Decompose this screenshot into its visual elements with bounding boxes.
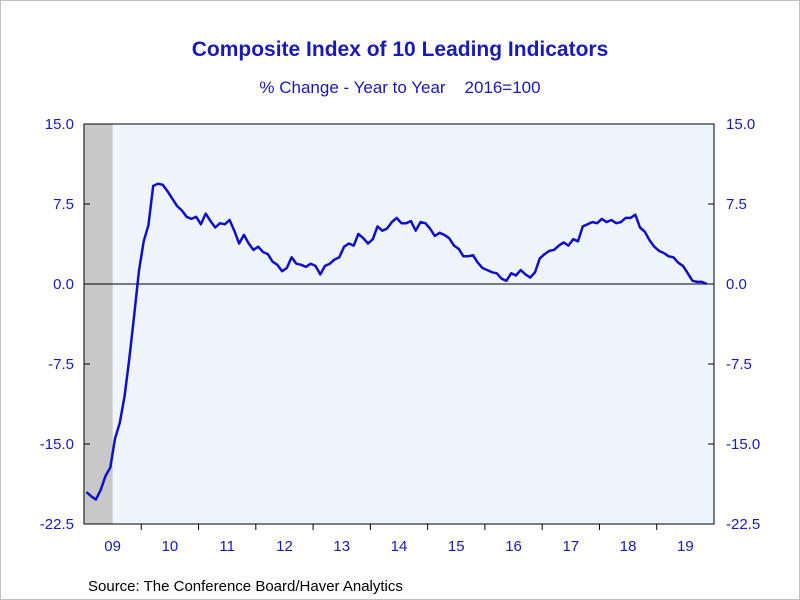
- series-line: [85, 182, 708, 501]
- x-tick-label: 12: [276, 538, 293, 555]
- y-tick-label-right: -7.5: [726, 356, 752, 373]
- y-tick-label-right: 0.0: [726, 276, 747, 293]
- x-tick-label: 16: [505, 538, 522, 555]
- y-tick-label-left: 7.5: [53, 196, 74, 213]
- x-tick-label: 18: [620, 538, 637, 555]
- x-tick-label: 15: [448, 538, 465, 555]
- y-tick-label-left: -22.5: [40, 516, 74, 533]
- y-tick-label-right: 15.0: [726, 116, 755, 133]
- x-tick-label: 19: [677, 538, 694, 555]
- plot-border: [83, 123, 715, 525]
- y-tick-label-left: 15.0: [45, 116, 74, 133]
- chart-title: Composite Index of 10 Leading Indicators: [191, 38, 609, 61]
- x-tick-label: 11: [219, 538, 235, 555]
- recession-shading: [84, 124, 113, 524]
- y-tick-label-left: 0.0: [53, 276, 74, 293]
- chart-subtitle: % Change - Year to Year 2016=100: [259, 78, 541, 97]
- x-tick-label: 09: [104, 538, 121, 555]
- x-tick-label: 17: [562, 538, 579, 555]
- y-tick-label-right: -22.5: [726, 516, 760, 533]
- x-tick-label: 10: [162, 538, 179, 555]
- y-tick-label-right: 7.5: [726, 196, 747, 213]
- plot-area: [84, 124, 714, 524]
- y-tick-label-right: -15.0: [726, 436, 760, 453]
- y-tick-label-left: -15.0: [40, 436, 74, 453]
- x-tick-label: 13: [333, 538, 350, 555]
- y-tick-label-left: -7.5: [48, 356, 74, 373]
- x-tick-label: 14: [391, 538, 408, 555]
- source-note: Source: The Conference Board/Haver Analy…: [88, 578, 403, 595]
